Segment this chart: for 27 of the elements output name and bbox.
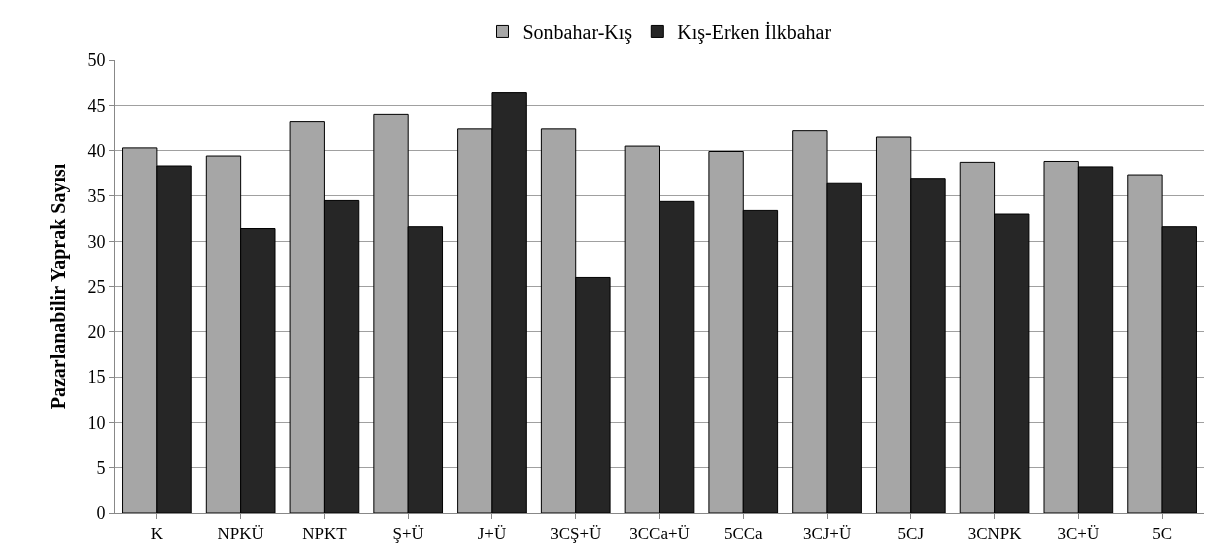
y-tick-label: 0	[96, 503, 106, 524]
y-axis-title: Pazarlanabilir Yaprak Sayısı	[47, 163, 70, 410]
y-tick-label: 20	[87, 322, 106, 343]
y-tick-label: 30	[87, 231, 106, 252]
x-tick-label: 3CJ+Ü	[802, 524, 852, 544]
x-tick-label: 3C+Ü	[1057, 524, 1100, 544]
y-tick-label: 40	[87, 140, 106, 161]
x-tick-label: NPKÜ	[217, 524, 264, 544]
y-tick-label: 50	[87, 50, 106, 71]
y-tick-label: 5	[96, 458, 106, 478]
x-tick-label: J+Ü	[477, 524, 507, 544]
legend-label: Kış-Erken İlkbahar	[677, 21, 832, 45]
x-tick-label: 3CNPK	[967, 524, 1023, 544]
y-tick-label: 10	[87, 412, 106, 433]
y-tick-label: 45	[87, 95, 106, 116]
x-tick-label: 3CCa+Ü	[629, 524, 690, 544]
x-tick-label: 3CŞ+Ü	[550, 524, 602, 544]
legend-label: Sonbahar-Kış	[522, 21, 633, 45]
y-tick-label: 25	[87, 276, 106, 297]
x-tick-label: Ş+Ü	[392, 524, 424, 544]
x-tick-label: 5C	[1152, 524, 1173, 544]
x-tick-label: K	[150, 524, 164, 544]
y-tick-label: 35	[87, 186, 106, 207]
x-tick-label: 5CJ	[897, 524, 925, 544]
y-tick-label: 15	[87, 367, 106, 388]
x-tick-label: NPKT	[302, 524, 348, 544]
x-tick-label: 5CCa	[723, 524, 764, 544]
